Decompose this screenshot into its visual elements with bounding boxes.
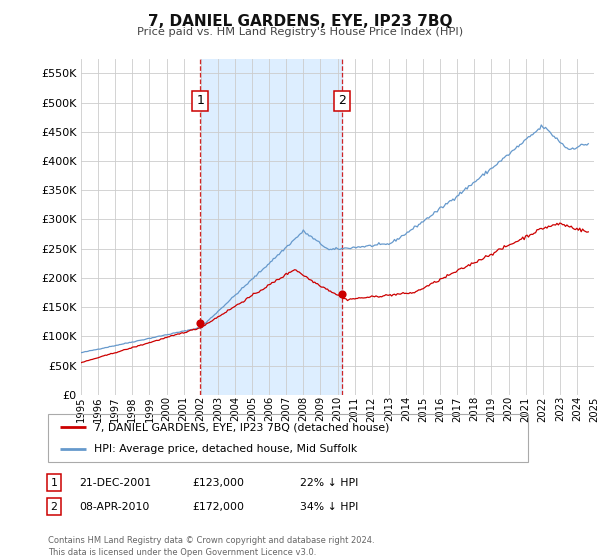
Text: Contains HM Land Registry data © Crown copyright and database right 2024.
This d: Contains HM Land Registry data © Crown c… xyxy=(48,536,374,557)
Text: 2: 2 xyxy=(50,502,58,512)
Point xyxy=(196,319,205,328)
Text: 7, DANIEL GARDENS, EYE, IP23 7BQ: 7, DANIEL GARDENS, EYE, IP23 7BQ xyxy=(148,14,452,29)
Text: £123,000: £123,000 xyxy=(192,478,244,488)
Text: 1: 1 xyxy=(196,94,204,108)
Text: 1: 1 xyxy=(50,478,58,488)
Point xyxy=(337,290,347,299)
Text: 08-APR-2010: 08-APR-2010 xyxy=(79,502,149,512)
Text: £172,000: £172,000 xyxy=(192,502,244,512)
Text: 34% ↓ HPI: 34% ↓ HPI xyxy=(300,502,358,512)
Text: 22% ↓ HPI: 22% ↓ HPI xyxy=(300,478,358,488)
Text: HPI: Average price, detached house, Mid Suffolk: HPI: Average price, detached house, Mid … xyxy=(94,444,357,454)
Text: 7, DANIEL GARDENS, EYE, IP23 7BQ (detached house): 7, DANIEL GARDENS, EYE, IP23 7BQ (detach… xyxy=(94,422,389,432)
Text: 21-DEC-2001: 21-DEC-2001 xyxy=(79,478,151,488)
Text: Price paid vs. HM Land Registry's House Price Index (HPI): Price paid vs. HM Land Registry's House … xyxy=(137,27,463,37)
Bar xyxy=(201,59,342,395)
Text: 2: 2 xyxy=(338,94,346,108)
